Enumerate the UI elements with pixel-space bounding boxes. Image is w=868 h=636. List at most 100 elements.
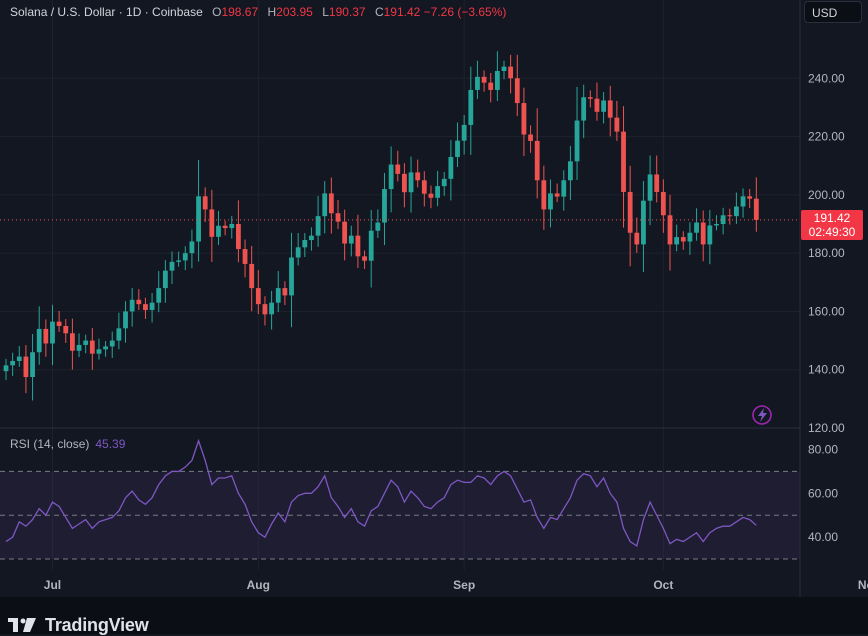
candle-body — [448, 156, 454, 179]
candle-body — [621, 131, 626, 192]
candle-body — [554, 193, 560, 197]
footer-bar — [0, 597, 868, 634]
candle-body — [514, 78, 520, 104]
candle-body — [501, 66, 507, 71]
symbol-title: Solana / U.S. Dollar · 1D · Coinbase — [10, 5, 203, 19]
candle-body — [647, 174, 653, 201]
candle-body — [408, 172, 414, 193]
candle-body — [441, 178, 447, 187]
candle-body — [568, 161, 573, 181]
open-value: 198.67 — [221, 5, 259, 19]
candle-body — [30, 352, 35, 377]
candle-body — [162, 270, 168, 289]
candle-body — [16, 356, 22, 361]
candle-body — [561, 180, 567, 197]
candle-body — [143, 304, 148, 310]
close-value: 191.42 — [383, 5, 421, 19]
candle-body — [3, 365, 9, 372]
candle-body — [348, 235, 354, 244]
time-tick-label: Oct — [653, 578, 673, 592]
candle-body — [149, 302, 155, 310]
candle-body — [123, 311, 128, 329]
low-value: 190.37 — [328, 5, 366, 19]
candle-body — [601, 100, 606, 112]
candle-body — [461, 124, 467, 141]
grid-lines — [0, 0, 800, 570]
candle-body — [627, 191, 633, 233]
candle-body — [342, 221, 348, 244]
candle-body — [667, 215, 673, 245]
time-tick-label: Aug — [247, 578, 270, 592]
candle-body — [202, 196, 208, 210]
price-tick-label: 220.00 — [808, 130, 845, 144]
candle-body — [56, 321, 62, 326]
candle-body — [295, 247, 301, 258]
candle-body — [355, 235, 361, 257]
candle-body — [548, 193, 553, 210]
candle-body — [328, 193, 334, 214]
candle-body — [255, 288, 261, 305]
candle-body — [156, 288, 162, 303]
candle-body — [269, 302, 274, 315]
candle-body — [687, 232, 693, 242]
candle-body — [182, 253, 188, 261]
candle-body — [388, 164, 394, 190]
candle-body — [249, 263, 255, 289]
open-label: O — [212, 5, 222, 19]
candle-body — [700, 222, 706, 245]
rsi-line — [5, 438, 757, 547]
candle-body — [70, 333, 75, 351]
rsi-tick-label: 60.00 — [808, 486, 838, 500]
candle-body — [63, 326, 69, 334]
candle-body — [216, 225, 221, 237]
lightning-icon[interactable] — [752, 405, 772, 425]
price-tick-label: 120.00 — [808, 421, 845, 435]
candle-body — [189, 241, 195, 254]
candle-body — [508, 66, 514, 79]
candle-body — [428, 193, 434, 198]
candle-body — [421, 180, 427, 194]
tradingview-logo[interactable]: TradingView — [8, 615, 149, 636]
low-label: L — [322, 5, 329, 19]
time-tick-label: Sep — [453, 578, 475, 592]
price-tick-label: 240.00 — [808, 71, 845, 85]
price-tick-label: 200.00 — [808, 188, 845, 202]
price-tick-label: 160.00 — [808, 304, 845, 318]
symbol-legend[interactable]: Solana / U.S. Dollar · 1D · Coinbase O19… — [10, 5, 506, 19]
rsi-legend[interactable]: RSI (14, close) 45.39 — [10, 437, 125, 451]
candle-body — [43, 328, 49, 344]
tradingview-logo-icon — [8, 615, 39, 635]
candle-body — [455, 140, 460, 157]
candle-body — [541, 180, 547, 210]
candle-body — [660, 191, 666, 216]
candle-body — [83, 340, 89, 345]
candle-body — [103, 346, 108, 350]
candle-body — [362, 256, 367, 261]
candle-body — [242, 249, 248, 264]
candle-body — [614, 117, 620, 132]
rsi-band — [0, 470, 800, 560]
candle-body — [262, 304, 268, 315]
candle-body — [521, 103, 527, 135]
candle-body — [402, 173, 407, 193]
axes: 240.00 220.00 200.00 180.00 160.00 140.00 120.… — [44, 71, 868, 592]
candle-body — [50, 321, 55, 344]
candle-body — [581, 97, 587, 121]
candle-body — [534, 140, 540, 181]
bar-countdown: 02:49:30 — [808, 225, 856, 239]
price-tick-label: 180.00 — [808, 246, 845, 260]
candle-body — [607, 100, 613, 118]
candle-body — [375, 222, 381, 231]
currency-button[interactable]: USD — [804, 1, 862, 23]
rsi-value: 45.39 — [95, 437, 126, 451]
rsi-tick-label: 80.00 — [808, 443, 838, 457]
close-label: C — [374, 5, 384, 19]
time-tick-label: Jul — [44, 578, 61, 592]
candle-body — [634, 232, 640, 245]
candle-body — [368, 230, 374, 261]
candle-body — [680, 237, 686, 242]
high-label: H — [267, 5, 277, 19]
candle-body — [435, 186, 440, 198]
candle-body — [747, 196, 753, 199]
